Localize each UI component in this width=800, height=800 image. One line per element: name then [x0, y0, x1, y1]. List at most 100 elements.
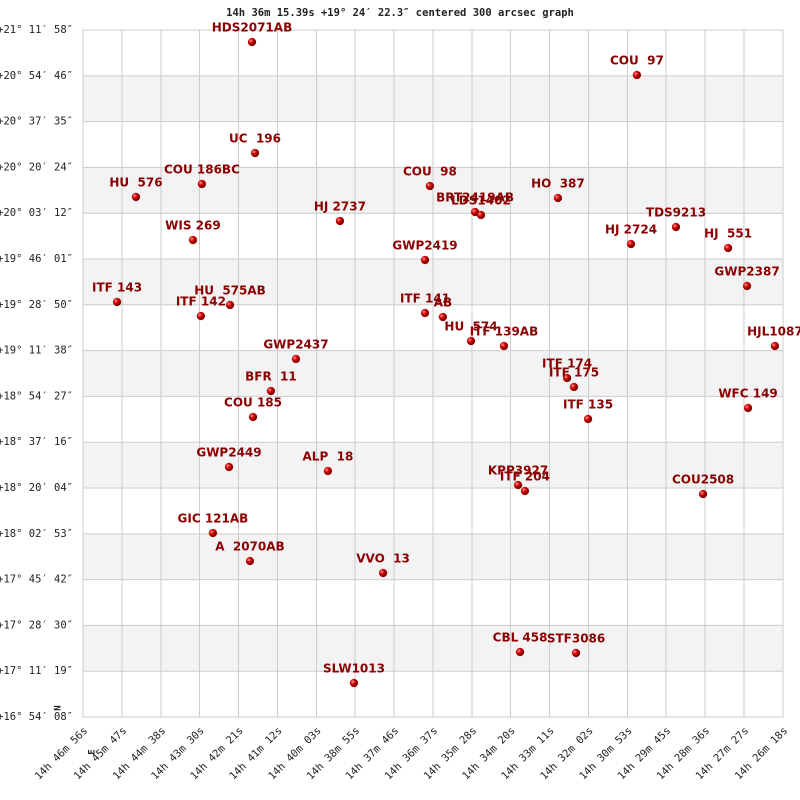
star-label: ALP 18	[303, 450, 354, 464]
star-label: HJ 2737	[314, 200, 366, 214]
chart-title: 14h 36m 15.39s +19° 24′ 22.3″ centered 3…	[226, 7, 574, 19]
star-point	[476, 210, 486, 220]
star-point	[571, 648, 581, 658]
star-label: HO 387	[531, 176, 585, 190]
star-point	[562, 373, 572, 383]
star-label: ITF 135	[563, 398, 613, 412]
star-point	[323, 466, 333, 476]
star-point	[515, 647, 525, 657]
y-tick-label: +20° 37′ 35″	[0, 116, 73, 128]
star-label: HU 576	[109, 176, 162, 190]
star-point	[378, 568, 388, 578]
y-tick-label: +17° 45′ 42″	[0, 574, 73, 586]
star-point	[196, 311, 206, 321]
y-axis-label: N	[54, 705, 64, 710]
y-tick-label: +18° 02′ 53″	[0, 528, 73, 540]
star-point	[188, 235, 198, 245]
star-label: COU 186BC	[164, 163, 240, 177]
star-label: VVO 13	[356, 552, 410, 566]
star-label: ITF 143	[92, 281, 142, 295]
star-label: GIC 121AB	[178, 512, 249, 526]
star-point	[553, 193, 563, 203]
y-tick-label: +20° 54′ 46″	[0, 70, 73, 82]
star-label: KPP3927	[488, 464, 548, 478]
star-point	[250, 148, 260, 158]
star-label: HJL1087	[747, 325, 800, 339]
star-point	[770, 341, 780, 351]
star-label: ITF 141	[400, 292, 450, 306]
x-axis-label: E	[88, 749, 98, 754]
star-point	[743, 403, 753, 413]
star-point	[513, 480, 523, 490]
star-label: HU 574	[444, 320, 497, 334]
star-label: ITF 174	[542, 357, 592, 371]
star-label: COU 98	[403, 165, 457, 179]
star-point	[466, 336, 476, 346]
star-label: HDS2071AB	[212, 20, 292, 34]
star-label: A 2070AB	[215, 540, 284, 554]
star-label: ITF 204	[500, 470, 550, 484]
star-label: COU 97	[610, 53, 664, 67]
star-point	[247, 37, 257, 47]
star-label: GWP2387	[714, 265, 779, 279]
star-point	[420, 255, 430, 265]
star-label: TDS9213	[646, 205, 706, 219]
star-label: CBL 458	[493, 631, 548, 645]
star-label: ITF 139AB	[470, 325, 539, 339]
star-point	[583, 414, 593, 424]
star-label: SLW1013	[323, 662, 385, 676]
star-label: HU 575AB	[194, 284, 266, 298]
y-tick-label: +17° 11′ 19″	[0, 665, 73, 677]
star-point	[499, 341, 509, 351]
star-point	[420, 308, 430, 318]
star-point	[438, 312, 448, 322]
star-point	[112, 297, 122, 307]
star-label: HJ 2724	[605, 223, 657, 237]
star-point	[520, 486, 530, 496]
y-tick-label: +18° 54′ 27″	[0, 390, 73, 402]
star-point	[335, 216, 345, 226]
star-point	[245, 556, 255, 566]
y-tick-label: +19° 11′ 38″	[0, 345, 73, 357]
star-point	[569, 382, 579, 392]
star-label: COU2508	[672, 473, 734, 487]
star-label: COU 185	[224, 396, 282, 410]
star-point	[626, 239, 636, 249]
y-tick-label: +19° 46′ 01″	[0, 253, 73, 265]
star-label: LDS1402	[451, 194, 511, 208]
star-point	[291, 354, 301, 364]
star-label: GWP2437	[263, 338, 328, 352]
star-label: WFC 149	[718, 387, 777, 401]
star-label: AB	[434, 296, 452, 310]
star-label: STF3086	[547, 632, 605, 646]
star-label: GWP2419	[392, 239, 457, 253]
star-point	[208, 528, 218, 538]
star-point	[225, 300, 235, 310]
y-tick-label: +18° 20′ 04″	[0, 482, 73, 494]
star-point	[723, 243, 733, 253]
star-point	[197, 179, 207, 189]
star-label: BFR 11	[245, 370, 297, 384]
y-tick-label: +16° 54′ 08″	[0, 711, 73, 723]
star-point	[425, 181, 435, 191]
star-label: UC 196	[229, 132, 281, 146]
star-point	[698, 489, 708, 499]
star-point	[248, 412, 258, 422]
y-tick-label: +18° 37′ 16″	[0, 436, 73, 448]
y-tick-label: +19° 28′ 50″	[0, 299, 73, 311]
star-label: WIS 269	[165, 219, 221, 233]
star-label: HJ 551	[704, 227, 752, 241]
star-point	[131, 192, 141, 202]
star-label: GWP2449	[196, 446, 261, 460]
star-point	[349, 678, 359, 688]
y-tick-label: +21° 11′ 58″	[0, 24, 73, 36]
star-point	[224, 462, 234, 472]
star-label: BRT2419AB	[436, 191, 514, 205]
star-point	[742, 281, 752, 291]
y-tick-label: +20° 03′ 12″	[0, 207, 73, 219]
star-point	[632, 70, 642, 80]
star-point	[671, 222, 681, 232]
star-label: ITF 142	[176, 295, 226, 309]
star-point	[266, 386, 276, 396]
